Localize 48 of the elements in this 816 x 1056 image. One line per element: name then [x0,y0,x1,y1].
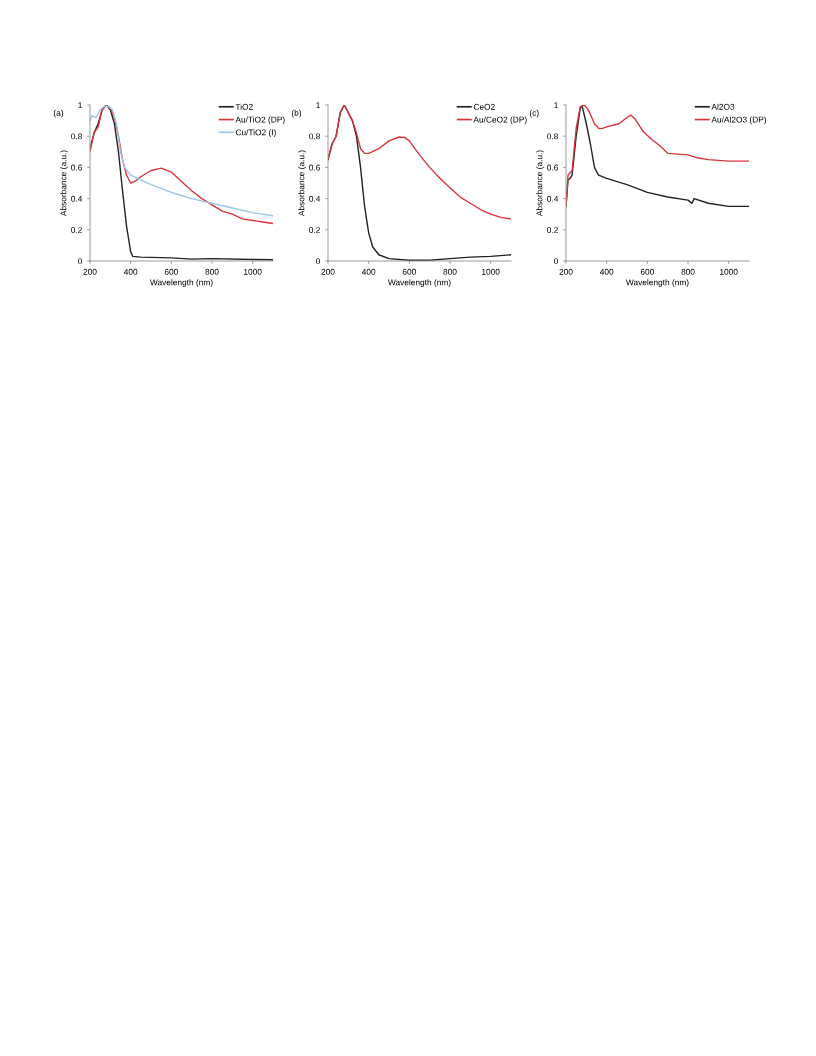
x-axis-title: Wavelength (nm) [149,279,213,287]
y-tick-label: 0 [78,258,83,265]
y-tick-label: 0.2 [547,227,558,233]
legend-label: Al2O3 [711,103,735,110]
legend-label: TiO2 [235,103,253,110]
y-tick-label: 0.2 [309,227,320,233]
y-tick-label: 0.8 [71,133,82,140]
y-tick-label: 0.6 [547,164,558,171]
y-tick-label: 0 [554,258,559,265]
text: (b) [291,109,302,118]
x-tick-label: 800 [681,268,695,275]
y-tick-label: 0.6 [309,164,320,171]
x-tick-label: 400 [123,268,138,275]
x-tick-label: 600 [402,268,416,275]
y-tick-label: 0.8 [547,133,558,140]
x-tick-label: 1000 [482,268,500,275]
text: (a) [53,109,64,118]
y-tick-label: 1 [78,102,82,109]
x-tick-label: 1000 [720,268,738,275]
y-tick-label: 0.6 [71,164,82,171]
y-tick-label: 0.8 [309,133,320,140]
x-tick-label: 200 [83,268,97,275]
y-axis-title: Absorbance (a.u.) [536,150,544,217]
y-tick-label: 0.2 [71,227,82,233]
line-series [566,105,749,208]
x-tick-label: 600 [640,268,654,275]
y-tick-label: 0 [316,258,321,265]
x-tick-label: 1000 [244,268,262,275]
legend-label: Cu/TiO2 (I) [235,129,276,137]
x-tick-label: 200 [559,268,573,275]
x-tick-label: 200 [321,268,335,275]
y-tick-label: 0.4 [71,195,83,202]
y-tick-label: 1 [554,102,558,109]
text: (c) [529,109,539,118]
y-tick-label: 0.4 [309,195,321,202]
x-axis-title: Wavelength (nm) [387,279,451,287]
x-tick-label: 400 [599,268,614,275]
x-tick-label: 400 [361,268,376,275]
x-tick-label: 800 [205,268,219,275]
legend-label: Au/Al2O3 (DP) [711,116,767,125]
y-axis-title: Absorbance (a.u.) [298,150,306,217]
legend-label: Au/TiO2 (DP) [235,116,285,125]
y-axis-title: Absorbance (a.u.) [60,150,68,217]
x-axis-title: Wavelength (nm) [625,279,689,287]
y-tick-label: 1 [316,102,320,109]
x-tick-label: 800 [443,268,457,275]
x-tick-label: 600 [164,268,178,275]
y-tick-label: 0.4 [547,195,559,202]
